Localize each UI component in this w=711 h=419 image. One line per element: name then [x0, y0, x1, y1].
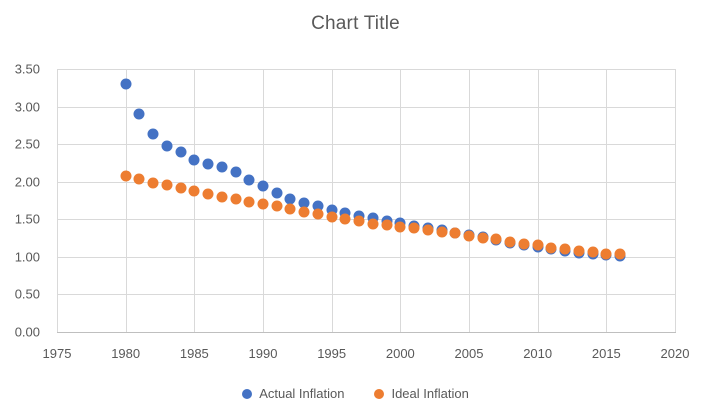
y-gridline — [57, 181, 675, 183]
x-axis-tick-label: 1985 — [179, 346, 209, 361]
x-axis-line — [57, 331, 676, 333]
legend-item-ideal-inflation: Ideal Inflation — [374, 386, 469, 401]
data-point-actual-inflation — [188, 154, 200, 166]
data-point-actual-inflation — [298, 197, 310, 209]
data-point-ideal-inflation — [298, 206, 310, 218]
data-point-ideal-inflation — [284, 203, 296, 215]
x-gridline — [606, 69, 608, 332]
data-point-ideal-inflation — [147, 177, 159, 189]
x-gridline — [57, 69, 58, 332]
data-point-ideal-inflation — [243, 196, 255, 208]
data-point-actual-inflation — [339, 207, 351, 219]
data-point-ideal-inflation — [518, 238, 530, 250]
x-gridline — [400, 69, 402, 332]
data-point-ideal-inflation — [504, 236, 516, 248]
data-point-ideal-inflation — [545, 242, 557, 254]
data-point-ideal-inflation — [326, 211, 338, 223]
x-axis-tick-label: 1995 — [317, 346, 347, 361]
data-point-ideal-inflation — [216, 191, 228, 203]
data-point-ideal-inflation — [312, 208, 324, 220]
chart-title: Chart Title — [311, 13, 400, 34]
data-point-ideal-inflation — [161, 179, 173, 191]
y-axis-tick-label: 0.50 — [14, 286, 40, 302]
y-axis-tick-label: 1.00 — [14, 249, 40, 265]
y-gridline — [57, 144, 675, 146]
y-axis-tick-label: 1.50 — [14, 211, 40, 227]
data-point-ideal-inflation — [367, 218, 379, 230]
y-axis-tick-label: 2.00 — [14, 174, 40, 190]
legend-marker-icon — [242, 388, 253, 399]
data-point-actual-inflation — [120, 78, 132, 90]
y-gridline — [57, 256, 675, 258]
x-axis-tick-label: 2010 — [523, 346, 553, 361]
y-axis-tick-label: 0.00 — [14, 324, 40, 340]
y-gridline — [57, 294, 675, 296]
data-point-actual-inflation — [326, 204, 338, 216]
data-point-actual-inflation — [312, 200, 324, 212]
data-point-actual-inflation — [133, 108, 145, 120]
legend-item-actual-inflation: Actual Inflation — [242, 386, 344, 401]
data-point-ideal-inflation — [477, 232, 489, 244]
data-point-actual-inflation — [161, 140, 173, 152]
x-gridline — [125, 69, 127, 332]
x-axis-tick-label: 2015 — [591, 346, 621, 361]
data-point-ideal-inflation — [271, 200, 283, 212]
data-point-ideal-inflation — [133, 173, 145, 185]
data-point-ideal-inflation — [339, 213, 351, 225]
data-point-ideal-inflation — [559, 243, 571, 255]
data-point-ideal-inflation — [463, 230, 475, 242]
x-gridline — [537, 69, 539, 332]
data-point-ideal-inflation — [381, 219, 393, 231]
x-axis-tick-label: 2000 — [385, 346, 415, 361]
data-point-ideal-inflation — [394, 221, 406, 233]
data-point-actual-inflation — [202, 158, 214, 170]
data-point-actual-inflation — [243, 174, 255, 186]
data-point-ideal-inflation — [449, 227, 461, 239]
data-point-actual-inflation — [175, 146, 187, 158]
data-point-ideal-inflation — [353, 215, 365, 227]
x-axis-tick-label: 1975 — [42, 346, 72, 361]
x-axis-tick-label: 1990 — [248, 346, 278, 361]
x-gridline — [675, 69, 676, 332]
data-point-ideal-inflation — [573, 245, 585, 257]
y-gridline — [57, 106, 675, 108]
y-axis-tick-label: 3.00 — [14, 99, 40, 115]
data-point-ideal-inflation — [490, 233, 502, 245]
legend-label: Ideal Inflation — [391, 386, 469, 401]
data-point-actual-inflation — [230, 166, 242, 178]
y-gridline — [57, 219, 675, 221]
data-point-ideal-inflation — [230, 193, 242, 205]
data-point-ideal-inflation — [202, 188, 214, 200]
data-point-ideal-inflation — [600, 248, 612, 260]
y-axis-tick-label: 3.50 — [14, 61, 40, 77]
data-point-actual-inflation — [216, 161, 228, 173]
data-point-actual-inflation — [284, 193, 296, 205]
y-axis-tick-label: 2.50 — [14, 136, 40, 152]
data-point-actual-inflation — [271, 187, 283, 199]
x-gridline — [194, 69, 196, 332]
x-axis-tick-label: 1980 — [111, 346, 141, 361]
legend-label: Actual Inflation — [259, 386, 345, 401]
data-point-ideal-inflation — [408, 222, 420, 234]
legend: Actual Inflation Ideal Inflation — [0, 386, 711, 401]
x-axis-tick-label: 2005 — [454, 346, 484, 361]
data-point-ideal-inflation — [188, 185, 200, 197]
x-gridline — [331, 69, 333, 332]
y-gridline — [57, 69, 675, 70]
data-point-ideal-inflation — [120, 170, 132, 182]
legend-marker-icon — [374, 388, 385, 399]
data-point-actual-inflation — [147, 128, 159, 140]
data-point-ideal-inflation — [614, 248, 626, 260]
x-axis-tick-label: 2020 — [660, 346, 690, 361]
data-point-ideal-inflation — [587, 246, 599, 258]
data-point-actual-inflation — [257, 180, 269, 192]
data-point-ideal-inflation — [257, 198, 269, 210]
data-point-ideal-inflation — [532, 239, 544, 251]
data-point-ideal-inflation — [436, 226, 448, 238]
data-point-ideal-inflation — [175, 182, 187, 194]
data-point-ideal-inflation — [422, 224, 434, 236]
x-gridline — [469, 69, 470, 332]
